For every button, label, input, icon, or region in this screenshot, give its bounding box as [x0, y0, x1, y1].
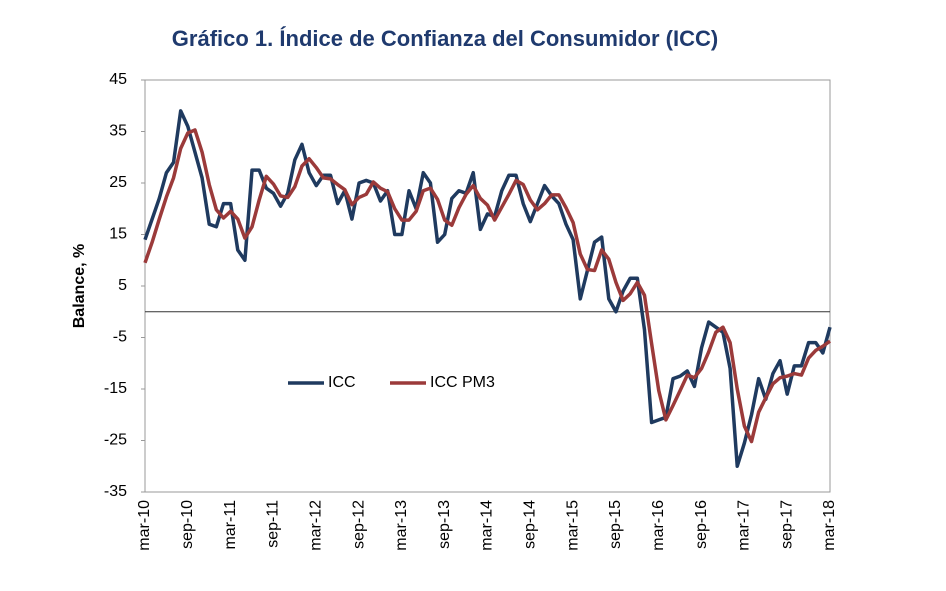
- y-tick-label: 15: [109, 226, 127, 243]
- y-tick-label: -25: [104, 432, 127, 449]
- plot-frame: [144, 79, 831, 493]
- x-tick-label: mar-16: [650, 500, 667, 551]
- x-tick-label: sep-16: [693, 500, 710, 549]
- x-tick-label: mar-15: [564, 500, 581, 551]
- x-tick-label: sep-13: [436, 500, 453, 549]
- y-tick-label: -35: [104, 483, 127, 500]
- x-tick-label: sep-11: [265, 500, 282, 548]
- x-tick-label: sep-14: [522, 500, 539, 549]
- x-tick-label: mar-12: [307, 500, 324, 551]
- x-tick-label: mar-14: [479, 500, 496, 551]
- y-tick-label: 5: [118, 277, 127, 294]
- y-tick-label: -15: [104, 380, 127, 397]
- x-tick-label: mar-11: [222, 500, 239, 550]
- legend-label: ICC: [328, 374, 356, 391]
- y-tick-label: 45: [109, 71, 127, 88]
- y-tick-label: 25: [109, 174, 127, 191]
- x-tick-label: mar-18: [821, 500, 838, 551]
- y-tick-label: 35: [109, 123, 127, 140]
- x-tick-label: sep-17: [778, 500, 795, 549]
- x-tick-label: mar-10: [136, 500, 153, 551]
- series-line: [143, 109, 832, 468]
- x-tick-label: sep-15: [607, 500, 624, 549]
- x-tick-label: sep-12: [350, 500, 367, 549]
- x-tick-label: sep-10: [179, 500, 196, 549]
- legend-label: ICC PM3: [430, 374, 495, 391]
- y-tick-label: -5: [113, 329, 127, 346]
- y-axis-label: Balance, %: [71, 244, 88, 328]
- x-tick-label: mar-17: [736, 500, 753, 551]
- chart-title: Gráfico 1. Índice de Confianza del Consu…: [172, 26, 718, 51]
- series-line: [143, 128, 832, 444]
- x-tick-label: mar-13: [393, 500, 410, 551]
